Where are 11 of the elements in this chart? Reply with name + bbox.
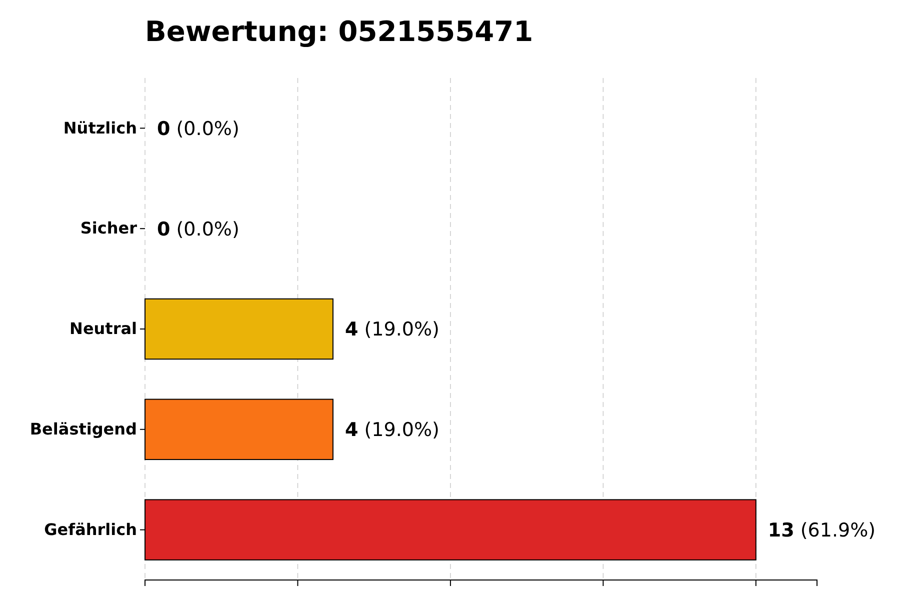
y-tick-label: Sicher [80, 218, 138, 238]
y-tick-label: Belästigend [30, 420, 137, 439]
y-tick-label: Gefährlich [44, 520, 137, 539]
data-label: 13 (61.9%) [768, 519, 876, 542]
data-label: 4 (19.0%) [344, 419, 440, 442]
data-label: 0 (0.0%) [157, 218, 240, 240]
data-label: 4 (19.0%) [344, 318, 440, 341]
data-label: 0 (0.0%) [157, 118, 240, 140]
y-tick-label: Nützlich [63, 118, 137, 138]
chart-title: Bewertung: 0521555471 [145, 15, 534, 48]
y-tick-label: Neutral [70, 319, 137, 338]
